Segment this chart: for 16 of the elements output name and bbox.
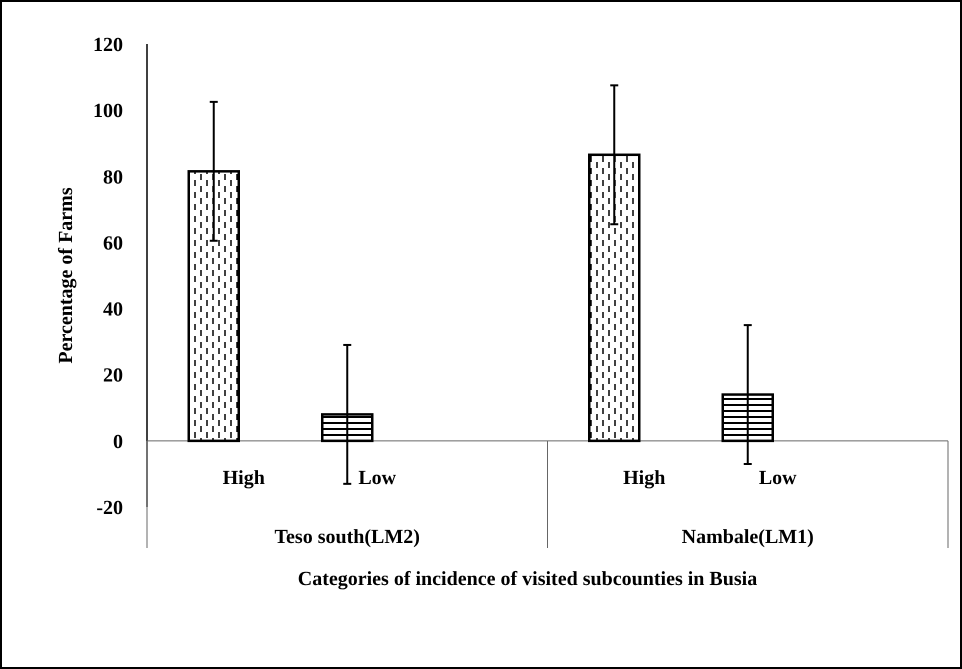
y-tick-label: 60	[103, 232, 123, 254]
text: Nambale(LM1)	[682, 526, 814, 548]
y-tick-label: 80	[103, 166, 123, 188]
y-tick-label: 20	[103, 364, 123, 387]
x-tick-label: High	[222, 467, 265, 489]
y-tick-label: 0	[113, 430, 123, 453]
y-tick-label: 40	[103, 298, 123, 321]
x-tick-label: Low	[358, 467, 397, 489]
y-tick-label: -20	[96, 497, 123, 519]
y-axis-title: Percentage of Farms	[55, 187, 77, 364]
x-axis-title: Categories of incidence of visited subcounties in Busia	[298, 568, 758, 590]
y-tick-label: 100	[93, 100, 123, 122]
x-tick-label: Low	[758, 467, 798, 489]
y-tick-label: 120	[93, 34, 123, 56]
x-tick-label: High	[623, 467, 666, 489]
text: Teso south(LM2)	[274, 526, 420, 548]
